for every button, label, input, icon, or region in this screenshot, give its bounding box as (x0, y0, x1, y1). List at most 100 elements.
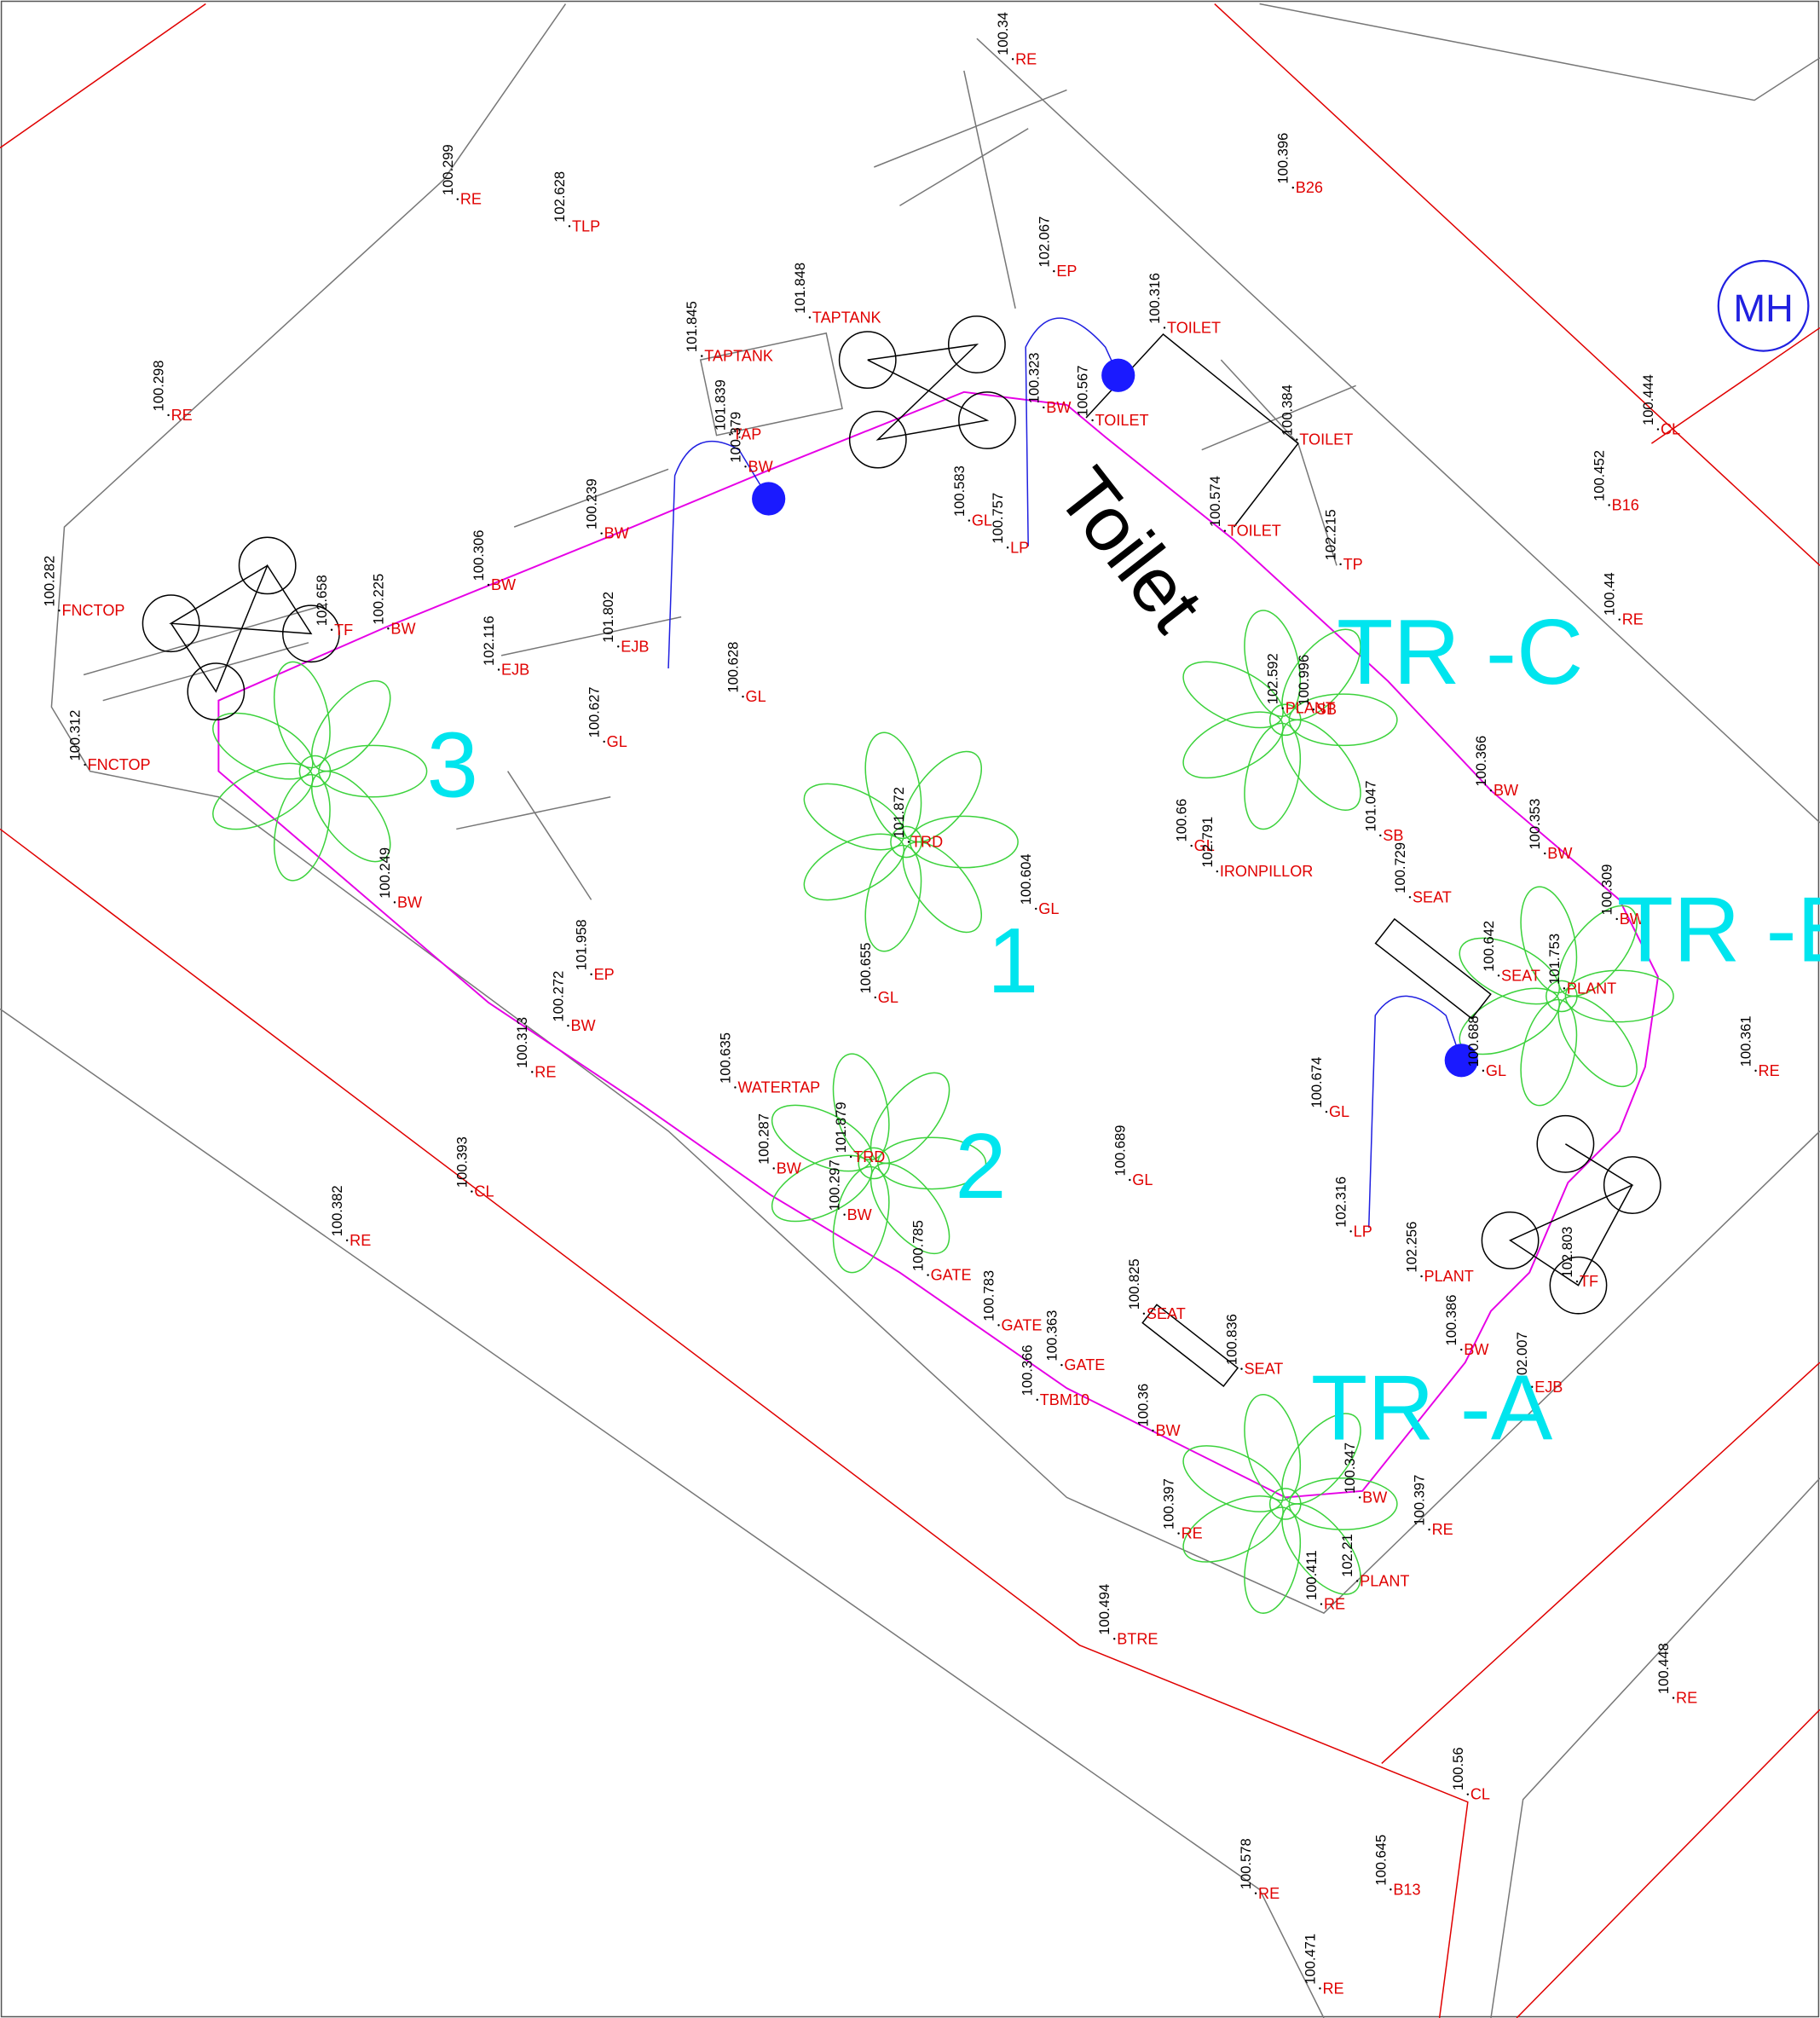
point-marker (1409, 896, 1411, 898)
point-code: GATE (1064, 1356, 1105, 1373)
point-marker (167, 414, 169, 416)
elevation: 102.592 (1265, 653, 1281, 704)
elevation: 100.604 (1018, 853, 1034, 905)
point-marker (1467, 1793, 1469, 1795)
point-code: TP (1343, 556, 1363, 573)
point-marker (1339, 564, 1341, 565)
point-marker (1359, 1496, 1361, 1498)
elevation: 102.067 (1036, 217, 1052, 268)
point-code: EJB (501, 662, 529, 679)
elevation: 102.791 (1199, 817, 1216, 868)
point-marker (875, 997, 876, 998)
point-marker (531, 1071, 533, 1073)
point-marker (1037, 1399, 1038, 1401)
point-marker (394, 901, 396, 903)
point-marker (1490, 789, 1492, 791)
point-marker (1657, 428, 1659, 430)
point-code: GATE (931, 1267, 972, 1284)
elevation: 100.996 (1296, 655, 1312, 706)
point-code: B16 (1612, 497, 1639, 514)
elevation: 100.444 (1640, 374, 1656, 425)
point-code: RE (1622, 611, 1644, 628)
point-code: GL (746, 688, 766, 705)
point-code: BW (390, 620, 415, 637)
tree-number: 1 (987, 910, 1038, 1013)
elevation: 100.379 (727, 412, 743, 463)
point-marker (346, 1240, 348, 1241)
point-marker (1060, 1364, 1062, 1366)
point-marker (1356, 1580, 1358, 1581)
point-marker (471, 1190, 472, 1192)
point-code: BW (570, 1017, 595, 1034)
elevation: 100.642 (1481, 921, 1497, 972)
point-marker (590, 974, 592, 975)
point-marker (488, 584, 489, 586)
point-code: TF (1580, 1273, 1598, 1290)
point-code: TOILET (1167, 319, 1221, 336)
point-marker (1320, 1603, 1322, 1605)
elevation: 102.21 (1339, 1534, 1355, 1577)
elevation: 100.36 (1135, 1384, 1151, 1427)
elevation: 101.879 (833, 1102, 849, 1153)
point-marker (1177, 1532, 1179, 1534)
point-code: SEAT (1501, 967, 1540, 984)
point-marker (1754, 1070, 1756, 1072)
elevation: 100.689 (1112, 1125, 1128, 1177)
point-marker (1164, 327, 1165, 328)
elevation: 100.366 (1473, 736, 1489, 787)
point-marker (772, 1167, 774, 1169)
elevation: 100.574 (1207, 476, 1223, 527)
point-code: RE (1759, 1062, 1780, 1079)
point-marker (1576, 1281, 1578, 1282)
elevation: 100.645 (1372, 1835, 1389, 1886)
point-marker (1255, 1893, 1257, 1894)
elevation: 100.583 (951, 465, 968, 517)
elevation: 100.729 (1392, 842, 1408, 893)
point-code: RE (460, 191, 482, 208)
elevation: 101.839 (712, 379, 728, 431)
elevation: 100.411 (1303, 1550, 1320, 1600)
point-marker (457, 198, 459, 199)
point-code: BW (1155, 1422, 1180, 1439)
point-code: RE (1676, 1690, 1697, 1707)
point-code: GL (607, 733, 627, 750)
point-code: SEAT (1244, 1361, 1283, 1378)
point-marker (908, 841, 910, 842)
point-marker (1113, 1638, 1115, 1639)
elevation: 100.306 (471, 530, 487, 581)
point-code: BW (604, 525, 629, 542)
point-code: BW (847, 1206, 872, 1223)
point-code: TAPTANK (704, 348, 773, 365)
elevation: 101.848 (792, 263, 808, 314)
point-code: RE (1182, 1525, 1203, 1542)
elevation: 100.312 (67, 710, 84, 761)
point-code: RE (1258, 1885, 1280, 1902)
point-code: CL (1470, 1786, 1490, 1803)
point-code: BW (491, 576, 516, 593)
elevation: 100.627 (586, 686, 603, 737)
point-marker (1216, 870, 1218, 872)
point-code: WATERTAP (737, 1078, 820, 1096)
point-marker (1619, 618, 1621, 620)
elevation: 100.655 (858, 942, 874, 993)
point-marker (569, 225, 570, 227)
point-code: PLANT (1567, 980, 1616, 997)
point-code: CL (474, 1183, 494, 1200)
point-code: BTRE (1117, 1630, 1158, 1647)
point-code: RE (1432, 1521, 1453, 1538)
elevation: 100.316 (1147, 273, 1163, 324)
point-code: GL (1329, 1103, 1349, 1120)
point-marker (498, 668, 500, 670)
elevation: 102.116 (481, 616, 497, 666)
point-marker (1091, 419, 1093, 421)
point-code: TAPTANK (812, 309, 881, 326)
point-code: TLP (572, 217, 600, 234)
point-code: EJB (621, 638, 649, 655)
point-marker (1379, 835, 1381, 836)
point-code: PLANT (1424, 1268, 1474, 1285)
point-code: BW (1547, 845, 1572, 862)
elevation: 100.225 (370, 574, 386, 625)
point-marker (1673, 1697, 1674, 1698)
point-marker (734, 1086, 736, 1088)
elevation: 101.958 (574, 919, 590, 970)
